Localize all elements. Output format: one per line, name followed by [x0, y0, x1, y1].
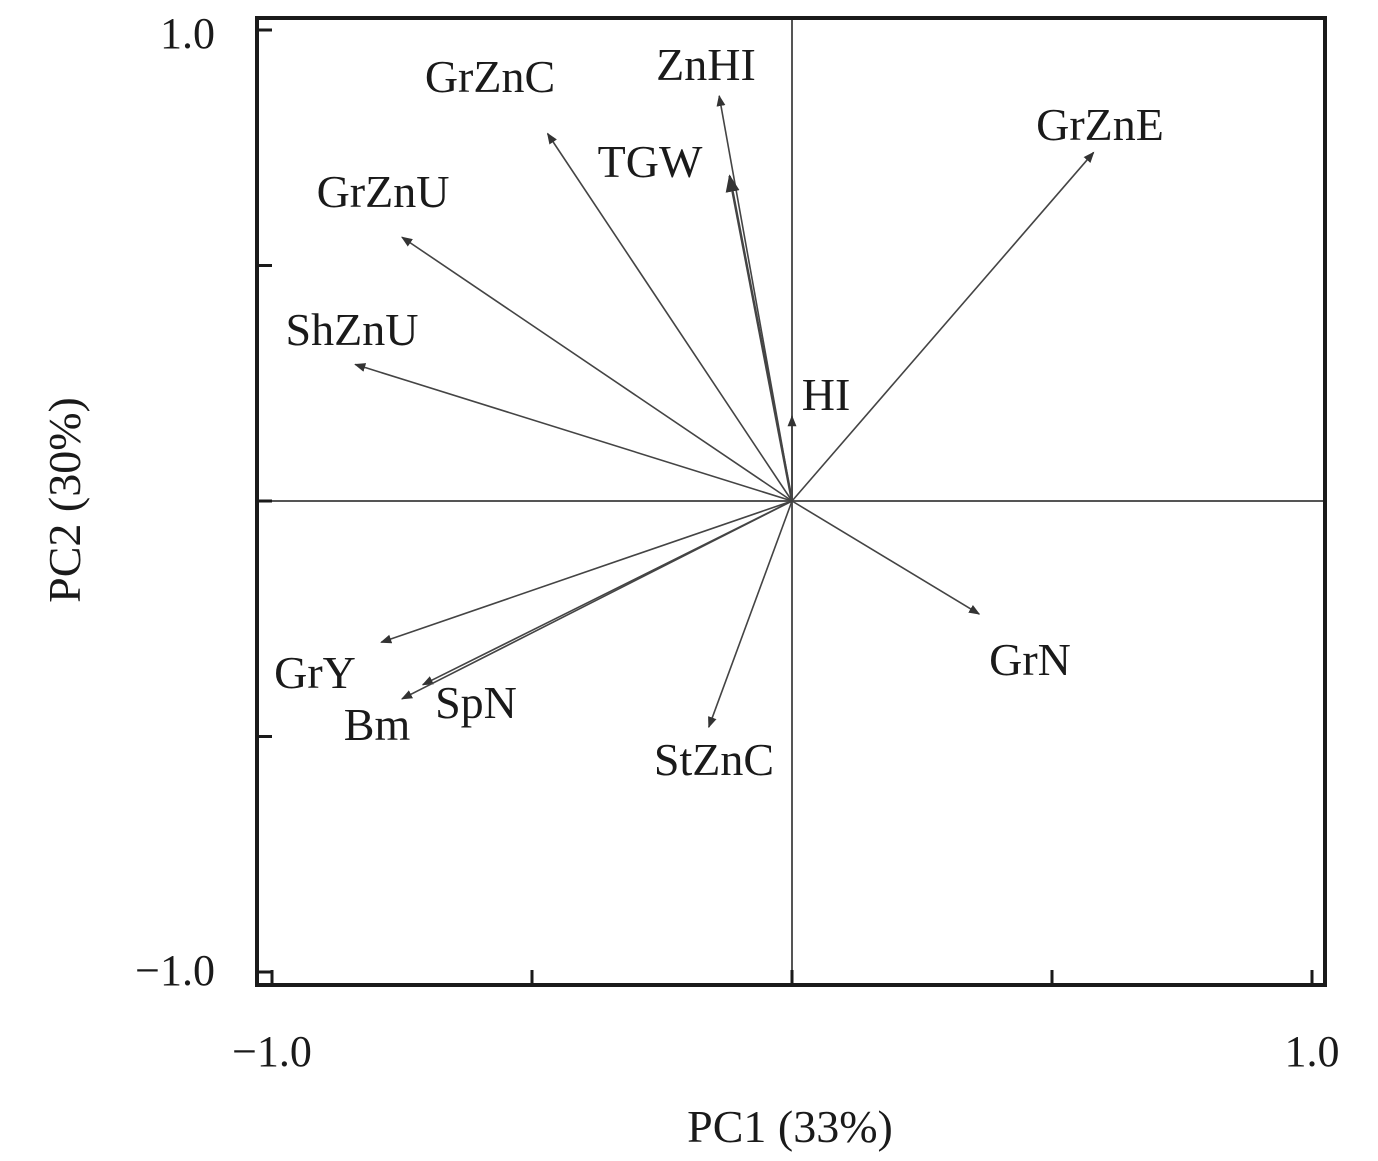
vector-tgw [725, 174, 794, 502]
axis-ticks [257, 28, 1314, 985]
vector-grzne [791, 151, 1095, 502]
x-tick-label-left: −1.0 [232, 1027, 312, 1076]
y-tick-label-bottom: −1.0 [135, 946, 215, 995]
vector-label-tgw: TGW [598, 136, 703, 187]
vector-label-shznu: ShZnU [286, 304, 419, 355]
vector-label-grznc: GrZnC [425, 51, 555, 102]
vector-stznc [708, 500, 793, 729]
vector-grn [791, 500, 981, 615]
vector-bm [401, 500, 793, 700]
vector-gry [380, 500, 793, 644]
loading-vectors: GrZnC ZnHI TGW GrZnE GrZnU ShZnU HI GrN GrY SpN Bm… [274, 39, 1164, 785]
vector-label-hi: HI [802, 369, 851, 420]
vector-label-stznc: StZnC [654, 734, 774, 785]
vector-label-grzne: GrZnE [1036, 99, 1164, 150]
x-axis-label: PC1 (33%) [687, 1101, 893, 1152]
vector-label-bm: Bm [344, 699, 411, 750]
y-tick-label-top: 1.0 [160, 9, 215, 58]
vector-grznc [546, 132, 793, 502]
vector-label-gry: GrY [274, 647, 356, 698]
y-axis-label: PC2 (30%) [39, 397, 90, 603]
vector-label-spn: SpN [435, 677, 517, 728]
vector-grznu [401, 236, 793, 502]
vector-label-grznu: GrZnU [317, 166, 450, 217]
x-tick-label-right: 1.0 [1285, 1027, 1340, 1076]
vector-label-znhi: ZnHI [656, 39, 756, 90]
vector-shznu [354, 363, 793, 502]
vector-label-grn: GrN [989, 634, 1071, 685]
